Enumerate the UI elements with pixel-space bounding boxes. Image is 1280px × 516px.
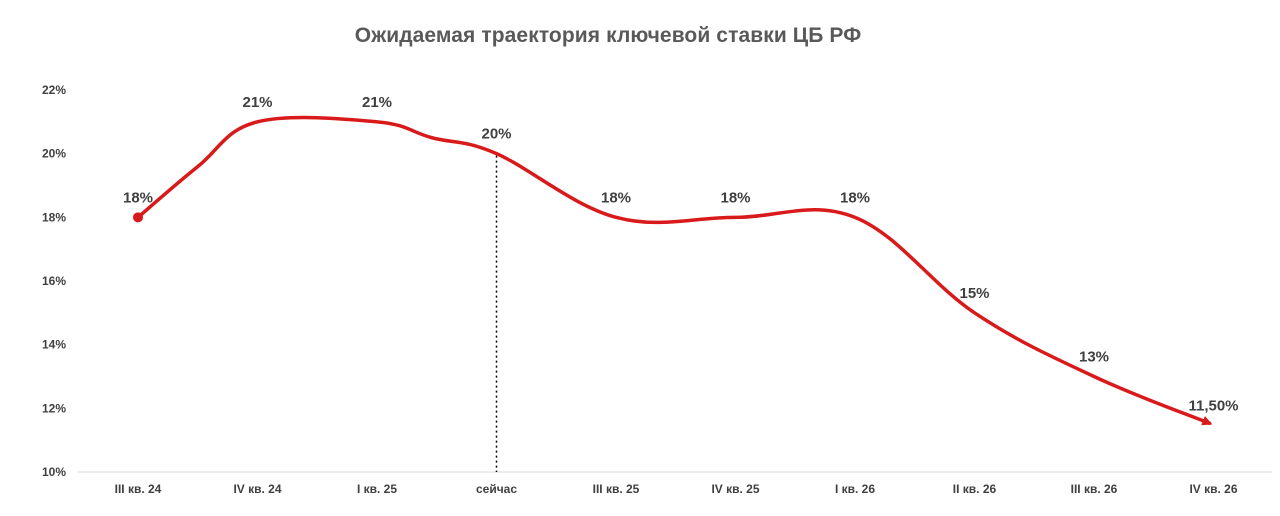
- data-label: 18%: [123, 189, 153, 206]
- x-tick-label: IV кв. 25: [711, 482, 759, 496]
- x-tick-label: III кв. 26: [1071, 482, 1118, 496]
- y-tick-label: 16%: [42, 274, 66, 288]
- y-tick-label: 22%: [42, 83, 66, 97]
- data-label: 21%: [362, 94, 392, 111]
- x-tick-label: II кв. 26: [953, 482, 997, 496]
- data-label: 11,50%: [1188, 397, 1238, 414]
- x-tick-label: III кв. 24: [115, 482, 162, 496]
- x-tick-label: сейчас: [476, 482, 517, 496]
- x-axis: III кв. 24 IV кв. 24 I кв. 25 сейчас III кв.…: [115, 482, 1238, 496]
- x-tick-label: IV кв. 26: [1189, 482, 1237, 496]
- x-tick-label: I кв. 25: [357, 482, 397, 496]
- y-tick-label: 12%: [42, 401, 66, 415]
- x-tick-label: III кв. 25: [593, 482, 640, 496]
- start-point: [133, 212, 143, 223]
- y-tick-label: 14%: [42, 338, 66, 352]
- y-tick-label: 20%: [42, 147, 66, 161]
- data-label: 13%: [1079, 349, 1109, 366]
- series-line: [136, 115, 1213, 426]
- y-axis: 10% 12% 14% 16% 18% 20% 22%: [42, 83, 66, 479]
- chart-title: Ожидаемая траектория ключевой ставки ЦБ …: [354, 24, 862, 47]
- y-tick-label: 10%: [42, 465, 66, 479]
- data-label: 18%: [840, 189, 870, 206]
- y-tick-label: 18%: [42, 210, 66, 224]
- data-label: 21%: [242, 94, 272, 111]
- data-labels: 18% 21% 21% 20% 18% 18% 18% 15% 13% 11,50%: [123, 94, 1239, 414]
- data-label: 15%: [959, 285, 989, 302]
- x-tick-label: IV кв. 24: [233, 482, 281, 496]
- data-label: 18%: [601, 189, 631, 206]
- data-label: 20%: [481, 126, 511, 143]
- x-tick-label: I кв. 26: [835, 482, 875, 496]
- data-label: 18%: [720, 189, 750, 206]
